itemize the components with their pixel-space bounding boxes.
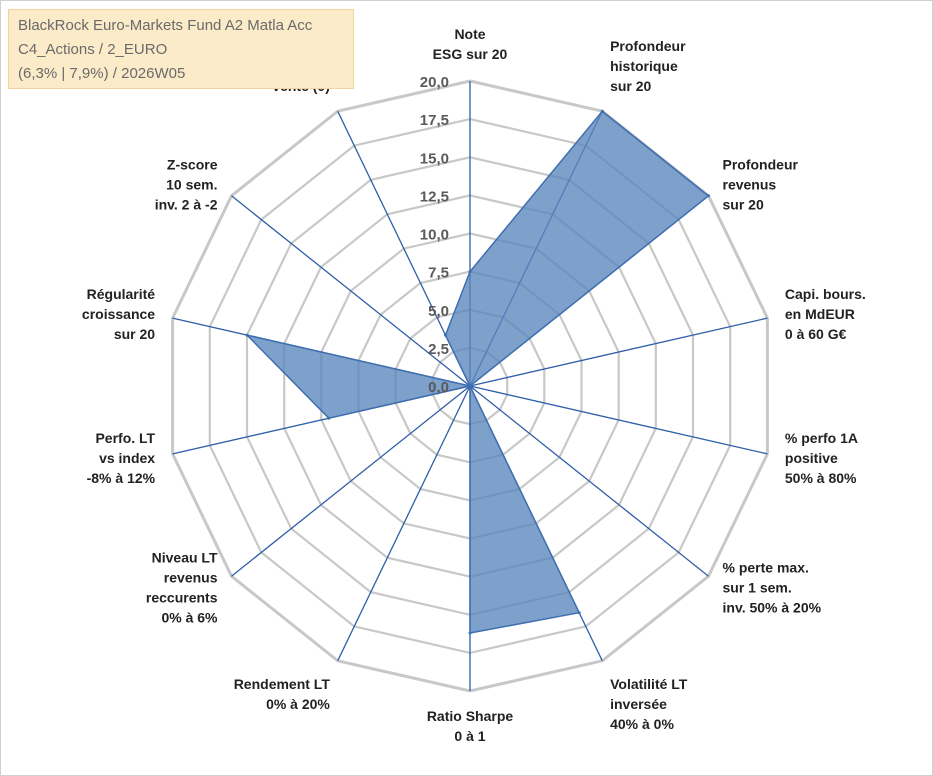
axis-label-line: Rendement LT xyxy=(234,676,331,692)
axis-label: Perfo. LT vs index -8% à 12% xyxy=(87,430,156,486)
axis-label: Z-score 10 sem. inv. 2 à -2 xyxy=(155,157,218,213)
axis-label-line: 50% à 80% xyxy=(785,470,857,486)
axis-label-line: historique xyxy=(610,58,678,74)
axis-label-line: reccurents xyxy=(146,589,218,605)
radial-tick-labels: 0,0 2,5 5,0 7,5 10,0 12,5 15,0 17,5 20,0 xyxy=(420,74,449,396)
tick-label: 0,0 xyxy=(428,379,449,396)
axis-label-line: en MdEUR xyxy=(785,306,855,322)
axis-label-line: inv. 50% à 20% xyxy=(723,599,822,615)
axis-spoke xyxy=(469,385,709,577)
data-point xyxy=(468,631,472,635)
axis-label-line: % perfo 1A xyxy=(785,430,858,446)
data-point xyxy=(707,194,710,198)
data-point xyxy=(444,333,447,337)
data-point xyxy=(600,109,604,113)
axis-label: Profondeur historique sur 20 xyxy=(610,38,686,94)
axis-label: Rendement LT 0% à 20% xyxy=(234,676,331,712)
data-point xyxy=(577,611,581,615)
radar-series xyxy=(245,109,710,635)
fund-category: C4_Actions / 2_EURO xyxy=(18,41,168,58)
tick-label: 2,5 xyxy=(428,341,449,358)
tick-label: 12,5 xyxy=(420,188,449,205)
axis-label: Note ESG sur 20 xyxy=(433,26,508,62)
axis-label: % perte max. sur 1 sem. inv. 50% à 20% xyxy=(723,559,822,615)
fund-name: BlackRock Euro-Markets Fund A2 Matla Acc xyxy=(18,17,313,34)
axis-label-line: 0% à 20% xyxy=(266,696,330,712)
axis-label-line: 0 à 60 G€ xyxy=(785,326,847,342)
axis-label: Régularité croissance sur 20 xyxy=(82,286,155,342)
fund-title-box: BlackRock Euro-Markets Fund A2 Matla Acc… xyxy=(8,9,354,89)
axis-label-line: Capi. bours. xyxy=(785,286,866,302)
axis-label-line: 0% à 6% xyxy=(161,609,218,625)
axis-spoke xyxy=(469,317,768,387)
axis-label-line: 40% à 0% xyxy=(610,716,674,732)
axis-label-line: Niveau LT xyxy=(152,549,218,565)
axis-label-line: -8% à 12% xyxy=(87,470,156,486)
axis-spoke xyxy=(231,195,471,387)
axis-label: Ratio Sharpe 0 à 1 xyxy=(427,708,514,744)
tick-label: 15,0 xyxy=(420,150,449,167)
axis-label-line: % perte max. xyxy=(723,559,809,575)
axis-label-line: Perfo. LT xyxy=(95,430,155,446)
tick-label: 17,5 xyxy=(420,112,449,129)
tick-label: 7,5 xyxy=(428,265,449,282)
axis-label-line: vs index xyxy=(99,450,155,466)
data-point xyxy=(468,384,472,388)
axis-label-line: Ratio Sharpe xyxy=(427,708,514,724)
tick-label: 20,0 xyxy=(420,74,449,91)
axis-label: Niveau LT revenus reccurents 0% à 6% xyxy=(146,549,218,625)
axis-label: Volatilité LT inversée 40% à 0% xyxy=(610,676,688,732)
axis-spoke xyxy=(469,385,768,455)
axis-label-line: 10 sem. xyxy=(166,177,217,193)
axis-spoke xyxy=(231,385,471,577)
axis-label-line: ESG sur 20 xyxy=(433,46,508,62)
fund-stats: (6,3% | 7,9%) / 2026W05 xyxy=(18,65,186,82)
axis-label-line: croissance xyxy=(82,306,155,322)
axis-spoke xyxy=(337,385,471,662)
axis-label-line: revenus xyxy=(164,569,218,585)
axis-label-line: sur 20 xyxy=(723,197,764,213)
data-point xyxy=(327,416,331,420)
axis-label-line: Profondeur xyxy=(723,157,799,173)
axis-label-line: positive xyxy=(785,450,838,466)
axis-label-line: Profondeur xyxy=(610,38,686,54)
series-area xyxy=(246,110,710,634)
axis-label-line: 0 à 1 xyxy=(454,728,485,744)
axis-label: % perfo 1A positive 50% à 80% xyxy=(785,430,858,486)
axis-label-line: Note xyxy=(454,26,485,42)
axis-label-line: sur 20 xyxy=(610,78,651,94)
axis-label-line: Z-score xyxy=(167,157,218,173)
data-point xyxy=(245,333,249,337)
axis-label-line: revenus xyxy=(723,177,777,193)
axis-label-line: sur 20 xyxy=(114,326,155,342)
tick-label: 5,0 xyxy=(428,303,449,320)
axis-label-line: inversée xyxy=(610,696,667,712)
axis-label-line: inv. 2 à -2 xyxy=(155,197,218,213)
axis-label: Capi. bours. en MdEUR 0 à 60 G€ xyxy=(785,286,866,342)
axis-label-line: Volatilité LT xyxy=(610,676,688,692)
axis-label-line: sur 1 sem. xyxy=(723,579,792,595)
axis-label-line: Régularité xyxy=(87,286,156,302)
data-point xyxy=(468,270,472,274)
axis-label: Profondeur revenus sur 20 xyxy=(723,157,799,213)
tick-label: 10,0 xyxy=(420,227,449,244)
